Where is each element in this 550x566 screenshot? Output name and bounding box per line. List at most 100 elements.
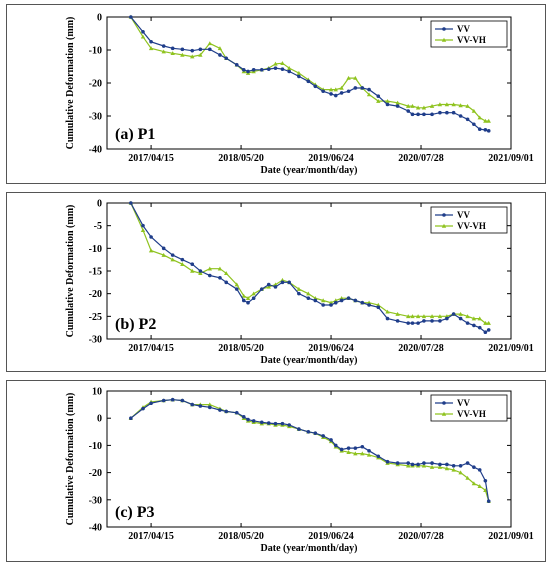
data-point-vv xyxy=(149,401,153,406)
data-point-vv-vh xyxy=(421,105,427,110)
data-point-vv xyxy=(297,427,301,431)
y-tick-label: -30 xyxy=(89,495,102,506)
data-point-vv xyxy=(280,280,285,285)
data-point-vv xyxy=(367,303,371,307)
data-point-vv xyxy=(430,112,434,117)
data-point-vv-vh xyxy=(161,49,166,54)
data-point-vv-vh xyxy=(217,266,223,271)
data-point-vv xyxy=(416,462,420,467)
data-point-vv-vh xyxy=(198,52,203,57)
data-point-vv xyxy=(445,316,449,321)
data-point-vv xyxy=(313,431,318,435)
data-point-vv-vh xyxy=(471,481,477,486)
data-point-vv xyxy=(422,319,426,323)
data-point-vv xyxy=(353,298,358,303)
y-tick-label: -30 xyxy=(89,112,102,123)
data-point-vv xyxy=(287,423,292,427)
data-point-vv xyxy=(306,430,311,434)
data-point-vv xyxy=(218,53,222,57)
data-point-vv-vh xyxy=(328,87,334,92)
y-tick-label: 10 xyxy=(92,387,102,398)
data-point-vv xyxy=(218,408,222,412)
data-point-vv xyxy=(190,48,195,53)
data-point-vv xyxy=(198,47,203,52)
data-point-vv-vh xyxy=(346,450,351,454)
data-point-vv-vh xyxy=(207,402,212,407)
x-tick-label: 2018/05/20 xyxy=(218,153,264,164)
data-point-vv xyxy=(410,112,415,117)
legend-label: VV-VH xyxy=(457,409,486,419)
data-point-vv xyxy=(458,316,463,321)
data-point-vv-vh xyxy=(486,118,491,123)
data-point-vv-vh xyxy=(161,252,166,257)
y-tick-label: -40 xyxy=(89,145,102,156)
legend-label: VV xyxy=(457,210,470,220)
data-point-vv xyxy=(486,499,491,503)
data-point-vv xyxy=(190,402,195,407)
data-point-vv-vh xyxy=(198,271,203,276)
data-point-vv-vh xyxy=(360,451,365,456)
data-point-vv-vh xyxy=(280,61,285,65)
x-tick-label: 2017/04/15 xyxy=(128,343,174,354)
data-point-vv xyxy=(438,110,442,115)
data-point-vv xyxy=(280,421,285,426)
data-point-vv xyxy=(129,201,133,205)
data-point-vv xyxy=(241,298,246,303)
data-point-vv-vh xyxy=(429,103,435,108)
legend-marker-vv xyxy=(442,213,446,217)
data-point-vv xyxy=(180,398,185,403)
data-point-vv xyxy=(141,30,145,34)
y-tick-label: -10 xyxy=(89,46,102,57)
data-point-vv-vh xyxy=(410,314,415,319)
data-point-vv xyxy=(353,86,358,90)
data-point-vv-vh xyxy=(280,277,285,282)
data-point-vv-vh xyxy=(266,284,271,289)
plot-frame xyxy=(106,390,512,528)
data-point-vv xyxy=(483,330,488,334)
y-tick-label: -5 xyxy=(94,221,102,232)
data-point-vv xyxy=(486,328,491,332)
data-point-vv-vh xyxy=(444,102,450,107)
data-point-vv xyxy=(339,298,344,303)
data-point-vv xyxy=(234,287,239,291)
data-point-vv-vh xyxy=(471,316,477,321)
data-point-vv-vh xyxy=(486,320,491,325)
data-point-vv xyxy=(149,235,153,239)
x-axis-title: Date (year/month/day) xyxy=(261,165,358,176)
data-point-vv xyxy=(161,246,166,251)
data-point-vv xyxy=(306,79,311,84)
data-point-vv xyxy=(129,15,133,19)
data-point-vv-vh xyxy=(385,309,390,314)
data-point-vv xyxy=(438,462,442,467)
data-point-vv xyxy=(406,461,411,465)
data-point-vv xyxy=(329,92,333,96)
y-tick-label: -10 xyxy=(89,441,102,452)
data-point-vv-vh xyxy=(353,451,358,456)
data-point-vv-vh xyxy=(366,452,372,457)
data-point-vv xyxy=(198,269,203,273)
data-point-vv-vh xyxy=(170,51,175,56)
y-tick-label: -25 xyxy=(89,312,102,323)
data-point-vv xyxy=(445,110,449,115)
data-point-vv-vh xyxy=(320,298,326,303)
data-point-vv xyxy=(477,468,482,472)
data-point-vv xyxy=(273,285,278,289)
data-point-vv-vh xyxy=(465,103,470,108)
data-point-vv-vh xyxy=(376,98,381,103)
data-point-vv xyxy=(161,44,166,48)
data-point-vv xyxy=(458,464,463,468)
legend-box xyxy=(430,394,508,422)
y-tick-label: -40 xyxy=(89,523,102,534)
data-point-vv-vh xyxy=(313,296,318,300)
data-point-vv-vh xyxy=(346,75,351,80)
legend-marker-vv-vh xyxy=(441,411,447,416)
data-point-vv xyxy=(170,397,175,402)
data-point-vv-vh xyxy=(207,266,212,271)
data-point-vv xyxy=(458,114,463,118)
data-point-vv xyxy=(410,462,415,467)
data-point-vv-vh xyxy=(287,65,292,70)
data-point-vv-vh xyxy=(339,296,344,300)
data-point-vv-vh xyxy=(296,286,302,291)
data-point-vv xyxy=(234,410,239,415)
data-point-vv-vh xyxy=(465,475,470,480)
